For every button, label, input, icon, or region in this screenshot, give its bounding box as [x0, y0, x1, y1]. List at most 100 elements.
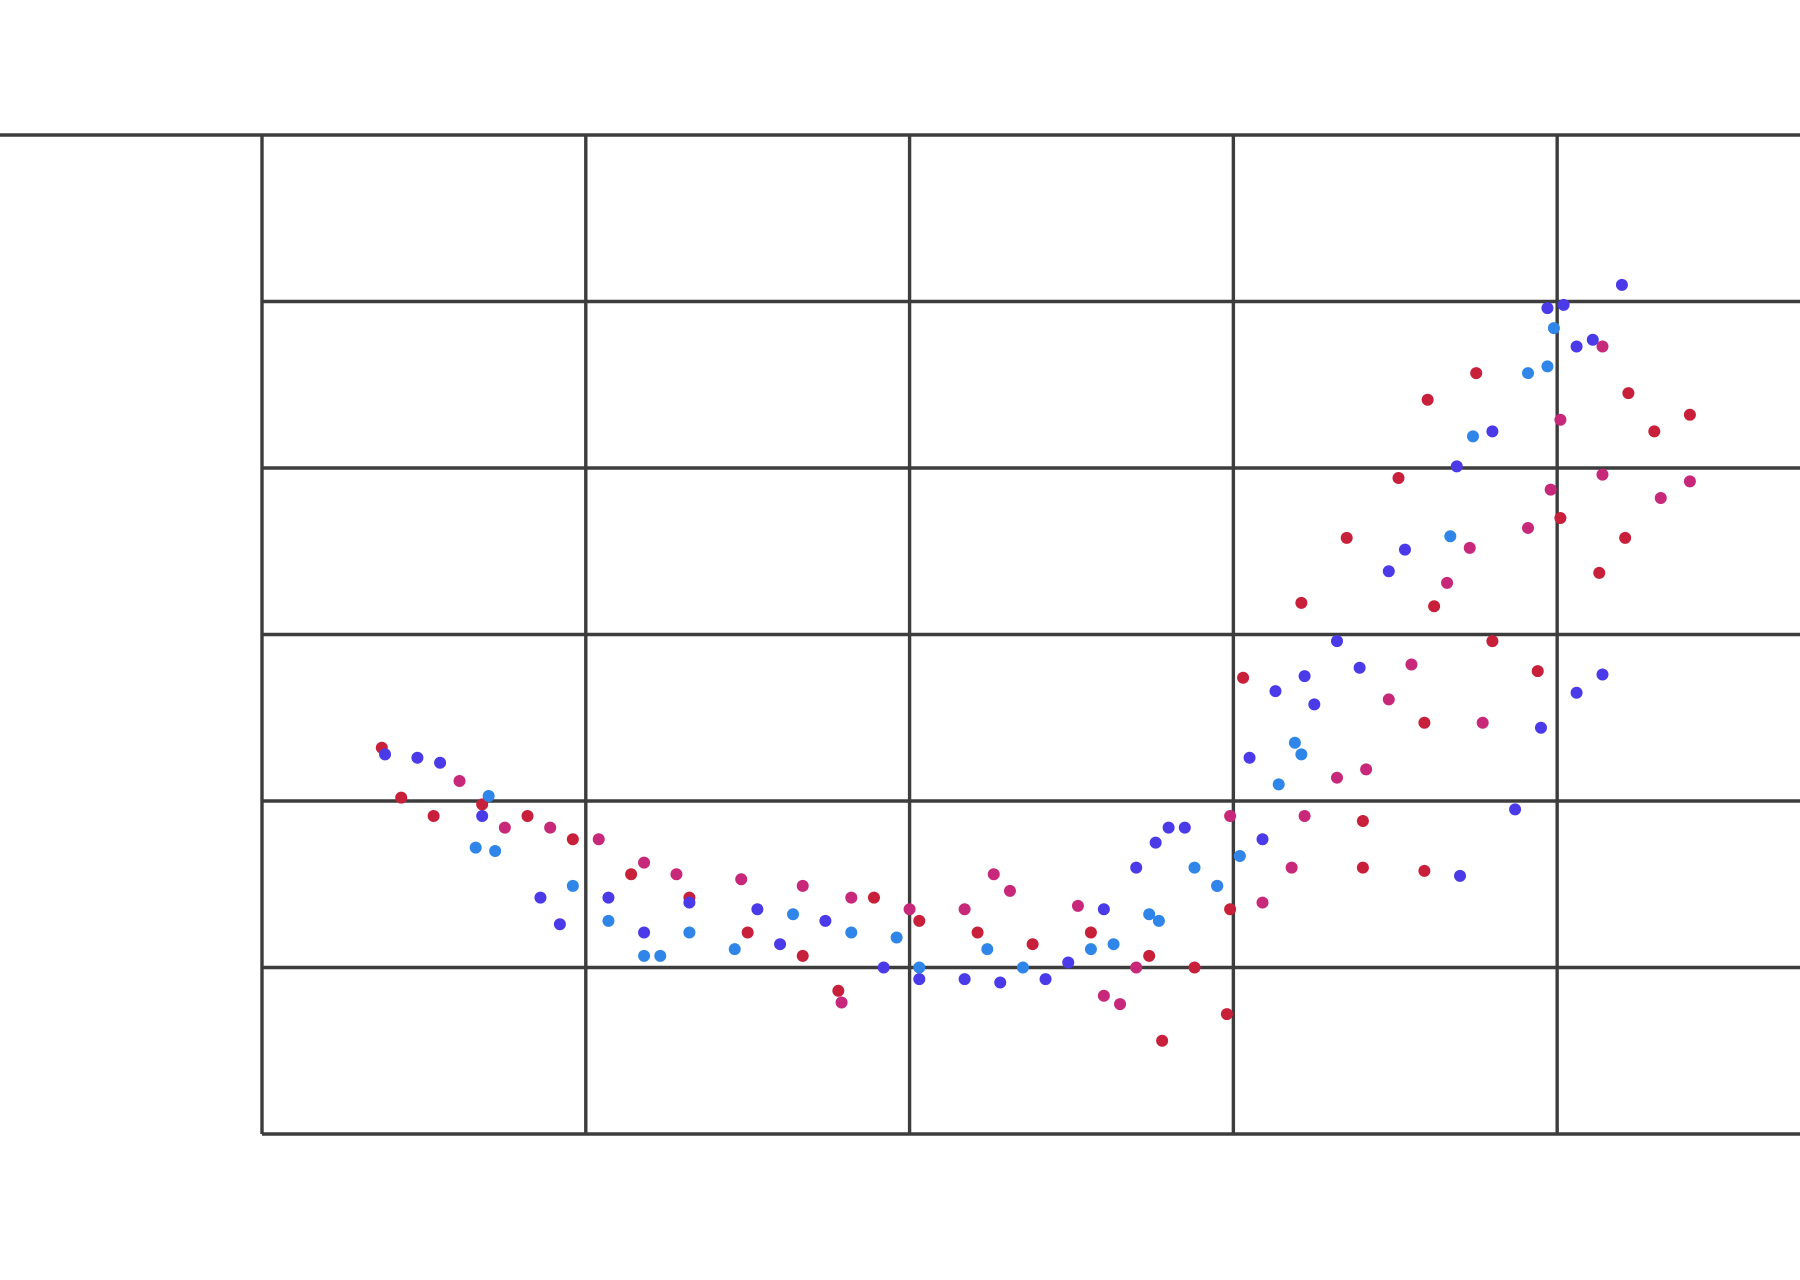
- point: [544, 821, 557, 834]
- point: [638, 949, 651, 962]
- point: [1593, 566, 1606, 579]
- point: [1463, 541, 1476, 554]
- point: [482, 790, 495, 803]
- point: [1295, 748, 1308, 761]
- point: [1143, 949, 1156, 962]
- point: [1570, 340, 1583, 353]
- point: [434, 756, 447, 769]
- point: [1097, 989, 1110, 1002]
- point: [1107, 938, 1120, 951]
- point: [1444, 530, 1457, 543]
- point: [1382, 693, 1395, 706]
- point: [534, 891, 547, 904]
- point: [958, 903, 971, 916]
- point: [751, 903, 764, 916]
- point: [1554, 413, 1567, 426]
- point: [1188, 961, 1201, 974]
- point: [1237, 671, 1250, 684]
- point: [1531, 665, 1544, 678]
- point: [1084, 943, 1097, 956]
- point: [796, 879, 809, 892]
- point: [1062, 956, 1075, 969]
- point: [1084, 926, 1097, 939]
- point: [476, 809, 489, 822]
- point: [1114, 998, 1127, 1011]
- point: [741, 926, 754, 939]
- point: [521, 809, 534, 822]
- point: [1143, 908, 1156, 921]
- point: [1547, 322, 1560, 335]
- point: [1486, 635, 1499, 648]
- point: [1224, 903, 1237, 916]
- point: [1308, 698, 1321, 711]
- point: [1353, 661, 1366, 674]
- point: [1295, 596, 1308, 609]
- point: [1224, 809, 1237, 822]
- point: [832, 984, 845, 997]
- point: [566, 879, 579, 892]
- point: [1330, 771, 1343, 784]
- point: [1356, 861, 1369, 874]
- point: [670, 868, 683, 881]
- point: [683, 896, 696, 909]
- point: [1330, 635, 1343, 648]
- point: [411, 751, 424, 764]
- point: [913, 914, 926, 927]
- point: [592, 833, 605, 846]
- point: [867, 891, 880, 904]
- point: [476, 798, 489, 811]
- point: [1557, 298, 1570, 311]
- point: [1570, 686, 1583, 699]
- point: [987, 868, 1000, 881]
- point: [469, 841, 482, 854]
- point: [489, 844, 502, 857]
- point: [1130, 861, 1143, 874]
- point: [1288, 736, 1301, 749]
- point: [498, 821, 511, 834]
- point: [1450, 460, 1463, 473]
- point: [1586, 333, 1599, 346]
- point: [1428, 600, 1441, 613]
- point: [379, 748, 392, 761]
- point: [1619, 531, 1632, 544]
- point: [1298, 670, 1311, 683]
- point: [1152, 914, 1165, 927]
- point: [1130, 961, 1143, 974]
- point: [1188, 861, 1201, 874]
- point: [602, 914, 615, 927]
- point: [1683, 475, 1696, 488]
- point: [1541, 360, 1554, 373]
- point: [553, 918, 566, 931]
- point: [1256, 833, 1269, 846]
- point: [1454, 869, 1467, 882]
- point: [774, 938, 787, 951]
- point: [1534, 721, 1547, 734]
- point: [1298, 809, 1311, 822]
- point: [903, 903, 916, 916]
- point: [1486, 425, 1499, 438]
- point: [913, 973, 926, 986]
- point: [1382, 565, 1395, 578]
- point: [427, 809, 440, 822]
- point: [845, 891, 858, 904]
- point: [1441, 576, 1454, 589]
- point: [638, 856, 651, 869]
- point: [913, 961, 926, 974]
- point: [981, 943, 994, 956]
- point: [1596, 468, 1609, 481]
- grid: [0, 133, 1800, 1136]
- point: [683, 926, 696, 939]
- point: [453, 775, 466, 788]
- point: [1269, 685, 1282, 698]
- point: [1522, 521, 1535, 534]
- point: [1156, 1034, 1169, 1047]
- point: [654, 949, 667, 962]
- point: [796, 949, 809, 962]
- point: [994, 976, 1007, 989]
- point: [395, 791, 408, 804]
- point: [1509, 803, 1522, 816]
- point: [1340, 531, 1353, 544]
- point: [1149, 836, 1162, 849]
- point: [1211, 879, 1224, 892]
- point: [1285, 861, 1298, 874]
